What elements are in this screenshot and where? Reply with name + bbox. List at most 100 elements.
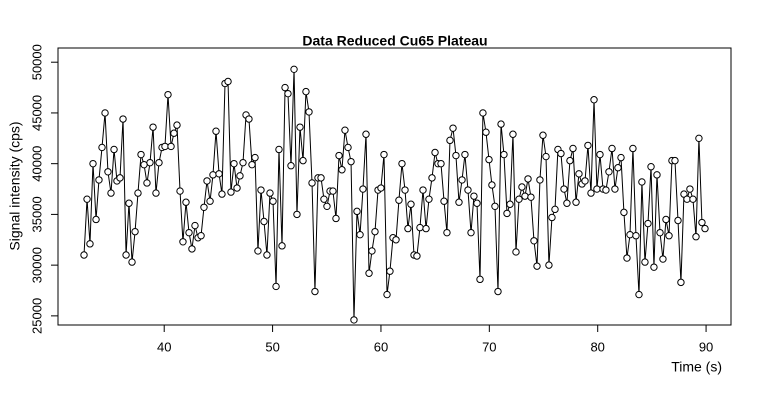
- data-point: [539, 131, 547, 139]
- data-point: [275, 145, 283, 154]
- data-point: [398, 159, 406, 168]
- data-point: [338, 166, 346, 174]
- data-point: [386, 267, 394, 275]
- data-point: [659, 255, 667, 263]
- data-point: [572, 198, 580, 206]
- data-point: [362, 130, 370, 138]
- data-point: [392, 236, 400, 244]
- data-point: [83, 195, 91, 203]
- data-point: [530, 237, 538, 245]
- data-point: [116, 174, 124, 182]
- data-point: [593, 185, 601, 193]
- data-point: [617, 153, 625, 162]
- data-point: [458, 176, 466, 184]
- data-point: [446, 136, 454, 145]
- data-point: [656, 228, 664, 237]
- data-point: [494, 287, 502, 296]
- data-point: [491, 202, 499, 210]
- data-point: [155, 158, 163, 167]
- data-point: [380, 150, 388, 159]
- data-point: [419, 186, 427, 194]
- data-point: [215, 170, 223, 178]
- data-point: [590, 96, 598, 104]
- x-tick-label: 70: [482, 339, 496, 354]
- data-point: [482, 128, 490, 136]
- data-point: [245, 115, 253, 123]
- data-point: [236, 172, 244, 180]
- data-point: [176, 187, 184, 195]
- data-point: [329, 187, 337, 195]
- data-point: [299, 156, 307, 165]
- data-point: [611, 185, 619, 193]
- data-point: [182, 198, 190, 206]
- data-point: [506, 200, 514, 208]
- data-point: [161, 142, 169, 151]
- data-point: [557, 149, 565, 158]
- data-point: [503, 209, 511, 218]
- data-point: [131, 227, 139, 236]
- y-tick-label: 35000: [29, 196, 44, 232]
- data-point: [425, 195, 433, 203]
- data-point: [614, 164, 622, 172]
- data-point: [440, 197, 448, 205]
- data-point: [260, 217, 268, 226]
- data-point: [107, 189, 115, 197]
- data-point: [296, 123, 304, 131]
- data-point: [365, 269, 373, 277]
- data-point: [518, 183, 526, 191]
- data-point: [563, 199, 571, 207]
- data-point: [101, 109, 109, 117]
- data-point: [620, 208, 628, 217]
- chart-title: Data Reduced Cu65 Plateau: [302, 33, 487, 49]
- data-point: [467, 228, 475, 237]
- data-point: [257, 186, 265, 194]
- data-point: [335, 151, 343, 160]
- data-point: [80, 251, 88, 259]
- data-point: [167, 142, 175, 151]
- data-point: [605, 168, 613, 176]
- data-point: [266, 189, 274, 197]
- data-point: [497, 120, 505, 128]
- x-tick-label: 90: [699, 339, 713, 354]
- data-point: [203, 177, 211, 185]
- data-point: [608, 144, 616, 153]
- data-point: [587, 189, 595, 197]
- x-tick-label: 60: [374, 339, 388, 354]
- y-tick-label: 45000: [29, 95, 44, 131]
- data-point: [164, 90, 172, 99]
- data-point: [524, 175, 532, 183]
- data-point: [632, 232, 640, 240]
- data-point: [641, 258, 649, 266]
- data-point: [152, 189, 160, 197]
- data-point: [302, 87, 310, 96]
- data-point: [191, 221, 199, 230]
- data-point: [479, 109, 487, 117]
- data-point: [305, 108, 313, 116]
- data-point: [437, 159, 445, 168]
- data-point: [527, 193, 535, 201]
- data-point: [407, 200, 415, 208]
- data-point: [476, 275, 484, 284]
- data-point: [290, 65, 298, 74]
- data-point: [575, 170, 583, 178]
- data-point: [416, 223, 424, 232]
- data-point: [95, 176, 103, 184]
- data-point: [125, 199, 133, 207]
- x-tick-label: 80: [590, 339, 604, 354]
- data-point: [395, 196, 403, 204]
- x-tick-label: 40: [157, 339, 171, 354]
- data-point: [461, 150, 469, 159]
- data-point: [146, 158, 154, 167]
- data-point: [623, 254, 631, 262]
- data-point: [92, 215, 100, 224]
- data-point: [122, 251, 130, 259]
- x-axis-label: Time (s): [671, 359, 722, 375]
- data-point: [473, 199, 481, 207]
- data-point: [542, 152, 550, 161]
- data-point: [233, 184, 241, 192]
- data-point: [635, 290, 643, 299]
- data-point: [488, 181, 496, 189]
- data-point: [332, 214, 340, 223]
- data-point: [248, 160, 256, 169]
